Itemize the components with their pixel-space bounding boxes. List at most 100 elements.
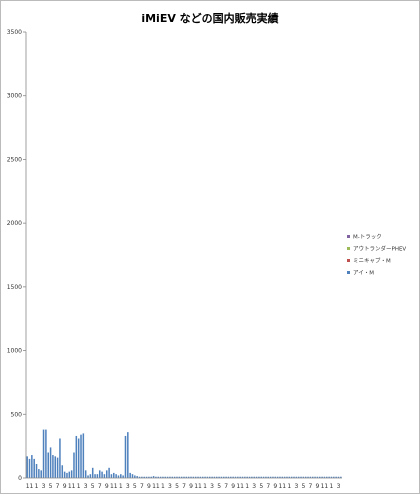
x-tick-label: 1 [77,483,81,490]
bar-segment [150,476,152,478]
bar-segment [117,475,120,478]
bar-segment [316,476,319,478]
bar-segment [152,476,155,478]
bar-segment [40,470,42,478]
bar-segment [260,476,262,478]
legend-swatch [347,271,350,274]
bar-segment [138,476,141,478]
bar-segment [143,476,145,478]
x-tick-label: 7 [224,483,228,490]
bar-segment [91,467,94,478]
bar-segment [192,476,195,478]
bar-segment [302,476,305,478]
bar-segment [75,435,78,478]
bar-segment [333,476,335,478]
bar-segment [141,476,143,478]
bar-segment [208,476,211,478]
bar-segment [225,476,227,478]
plot-area [26,429,342,478]
x-tick-label: 11 [278,483,286,490]
x-tick-label: 5 [259,483,263,490]
bar-segment [157,476,160,478]
x-tick-label: 9 [231,483,235,490]
bar-segment [115,474,117,478]
bar-segment [122,475,124,478]
bar-segment [304,476,307,478]
bar-segment [190,476,192,478]
bar-segment [120,474,122,478]
bar-segment [162,476,164,478]
bar-segment [326,476,328,478]
bar-segment [38,469,40,478]
y-tick-label: 0 [18,475,22,482]
x-tick-label: 5 [175,483,179,490]
bar-segment [253,476,255,478]
x-tick-label: 3 [126,483,130,490]
x-tick-label: 7 [266,483,270,490]
bar-segment [101,471,103,478]
bar-segment [73,452,75,478]
x-tick-label: 9 [273,483,277,490]
bar-segment [319,476,321,478]
bar-segment [262,476,265,478]
bar-segment [293,476,295,478]
x-tick-label: 7 [140,483,144,490]
x-tick-label: 9 [189,483,193,490]
bar-segment [89,474,92,478]
x-tick-label: 9 [147,483,151,490]
bar-segment [335,476,337,478]
bar-segment [241,476,244,478]
x-tick-label: 5 [91,483,95,490]
bar-segment [56,457,59,478]
x-tick-label: 7 [182,483,186,490]
bar-segment [223,476,225,478]
bar-segment [232,476,234,478]
x-tick-label: 9 [316,483,320,490]
bar-segment [63,471,66,478]
x-tick-label: 5 [217,483,221,490]
bar-segment [265,476,267,478]
bar-segment [129,472,131,478]
bar-segment [105,470,108,478]
bar-segment [187,476,190,478]
bar-segment [220,476,223,478]
bar-segment [230,476,232,478]
bar-segment [28,458,31,478]
legend-label: ミニキャブ・M [353,257,391,265]
x-tick-label: 3 [42,483,46,490]
bar-segment [323,476,326,478]
bar-segment [26,456,28,478]
bar-segment [328,476,330,478]
bar-segment [281,476,284,478]
bar-segment [199,476,202,478]
bar-segment [194,476,197,478]
x-tick-label: 11 [321,483,329,490]
bar-segment [166,476,169,478]
bar-segment [244,476,246,478]
bar-segment [45,429,47,478]
bar-segment [70,470,73,478]
bar-segment [178,476,181,478]
bar-segment [211,476,213,478]
bar-segment [52,455,54,478]
bar-segment [66,472,68,478]
bar-segment [246,476,248,478]
y-tick-label: 2000 [7,220,22,227]
bar-segment [267,476,270,478]
bar-segment [35,463,38,478]
bar-segment [145,476,148,478]
bar-segment [169,476,171,478]
bar-segment [314,476,316,478]
bar-segment [68,471,71,478]
bar-segment [307,476,309,478]
legend-label: アウトランダーPHEV [353,245,406,253]
x-tick-label: 3 [210,483,214,490]
legend-label: M-トラック [353,234,382,241]
bar-segment [33,458,35,478]
bar-segment [295,476,298,478]
x-tick-label: 5 [49,483,53,490]
bar-segment [237,476,239,478]
legend-swatch [347,235,350,238]
